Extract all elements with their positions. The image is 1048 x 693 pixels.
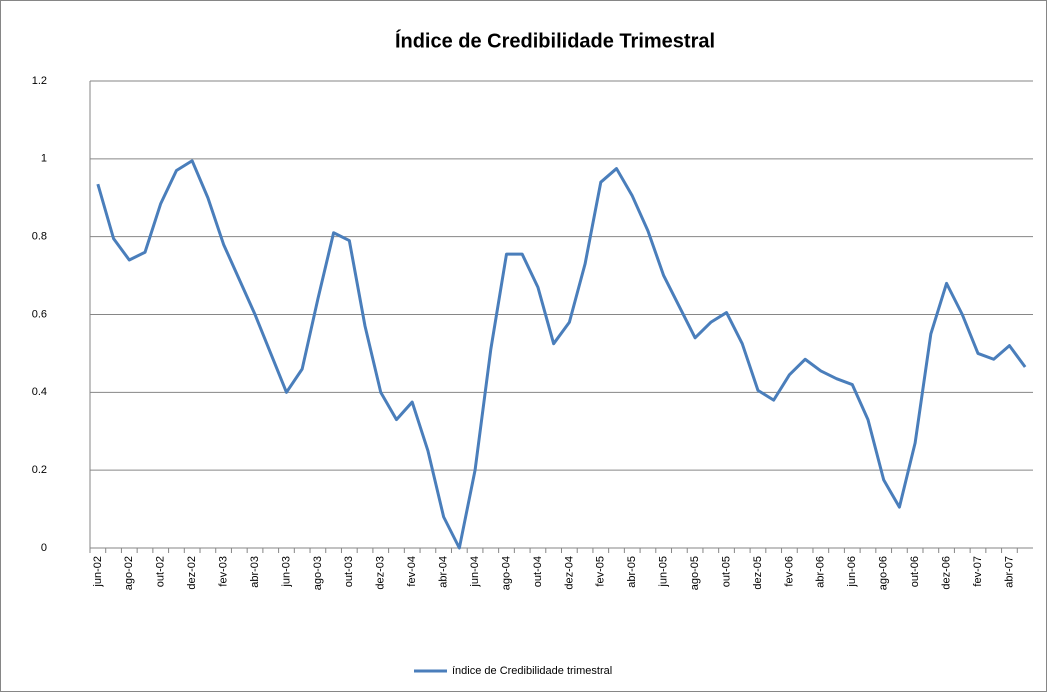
x-tick-label: jun-04: [469, 556, 481, 588]
legend-label: índice de Credibilidade trimestral: [452, 665, 612, 677]
y-tick-label: 0.6: [32, 308, 47, 320]
x-tick-label: out-03: [343, 556, 355, 587]
x-tick-label: out-04: [532, 556, 544, 587]
x-tick-label: ago-03: [312, 556, 324, 590]
x-tick-label: ago-06: [878, 556, 890, 590]
x-tick-label: out-02: [155, 556, 167, 587]
x-tick-label: fev-05: [595, 556, 607, 587]
x-tick-label: jun-03: [280, 556, 292, 588]
x-tick-label: dez-04: [563, 556, 575, 590]
x-tick-label: abr-03: [249, 556, 261, 588]
x-tick-label: dez-06: [940, 556, 952, 590]
data-line: [96, 159, 1027, 550]
y-tick-label: 0.4: [32, 386, 47, 398]
y-tick-label: 0.8: [32, 231, 47, 243]
x-tick-label: out-05: [720, 556, 732, 587]
x-tick-label: fev-03: [217, 556, 229, 587]
y-tick-label: 0.2: [32, 464, 47, 476]
y-tick-label: 0: [41, 542, 47, 554]
x-tick-label: fev-07: [972, 556, 984, 587]
x-tick-label: dez-05: [752, 556, 764, 590]
x-tick-label: dez-03: [375, 556, 387, 590]
x-tick-label: dez-02: [186, 556, 198, 590]
x-tick-label: fev-06: [783, 556, 795, 587]
chart-title: Índice de Credibilidade Trimestral: [395, 29, 715, 52]
x-tick-label: abr-05: [626, 556, 638, 588]
x-tick-label: jun-05: [658, 556, 670, 588]
x-tick-label: ago-02: [123, 556, 135, 590]
x-tick-label: abr-06: [815, 556, 827, 588]
x-tick-label: jun-06: [846, 556, 858, 588]
x-tick-label: out-06: [909, 556, 921, 587]
x-tick-label: abr-04: [438, 556, 450, 588]
x-tick-label: ago-05: [689, 556, 701, 590]
x-tick-label: abr-07: [1003, 556, 1015, 588]
x-tick-label: jun-02: [92, 556, 104, 588]
y-tick-label: 1: [41, 153, 47, 165]
x-tick-label: ago-04: [500, 556, 512, 590]
x-tick-label: fev-04: [406, 556, 418, 587]
y-tick-label: 1.2: [32, 75, 47, 87]
